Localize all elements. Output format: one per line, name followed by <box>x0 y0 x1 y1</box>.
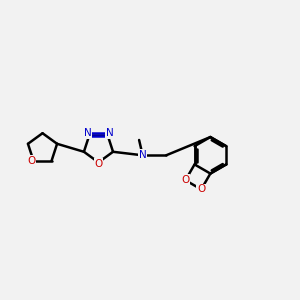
Text: O: O <box>27 156 36 166</box>
Text: O: O <box>94 159 103 169</box>
Text: N: N <box>83 128 91 138</box>
Text: N: N <box>106 128 113 138</box>
Text: O: O <box>181 175 190 185</box>
Text: N: N <box>139 150 146 160</box>
Text: O: O <box>197 184 206 194</box>
